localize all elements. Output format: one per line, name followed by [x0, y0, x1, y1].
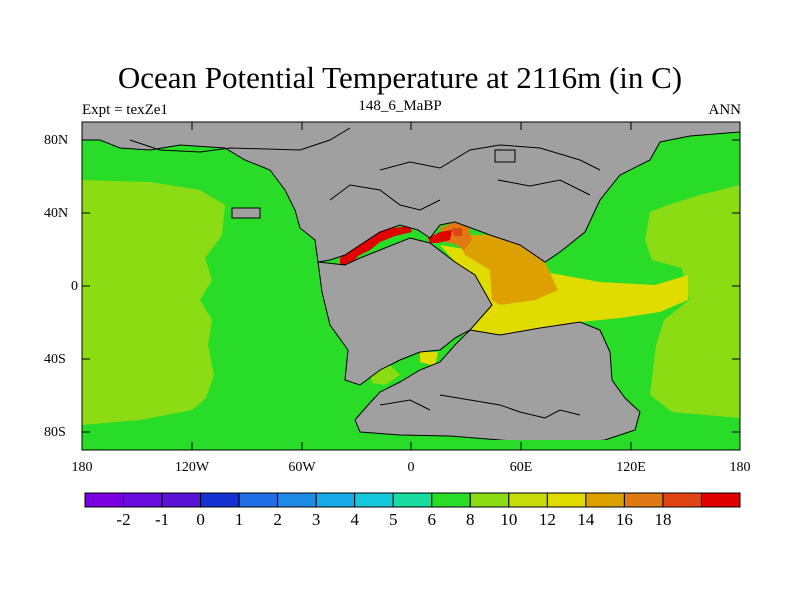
season-label: ANN [708, 102, 742, 118]
colorbar-label: 5 [388, 510, 398, 529]
lat-label-40s: 40S [44, 352, 66, 367]
colorbar-swatch [354, 492, 394, 508]
lon-label-180w: 180 [71, 460, 93, 475]
colorbar-swatch [662, 492, 702, 508]
lat-label-0: 0 [71, 279, 78, 294]
colorbar-label: -2 [116, 510, 131, 529]
colorbar [84, 492, 741, 508]
island-central-america [231, 207, 261, 219]
southern-warm-patch [420, 352, 438, 366]
coastline-details [129, 127, 601, 419]
colorbar-swatch [238, 492, 279, 508]
colorbar-label: 2 [273, 510, 282, 529]
colorbar-swatch [546, 492, 587, 508]
colorbar-swatch [200, 492, 240, 508]
colorbar-swatch [123, 492, 163, 508]
colorbar-swatch [469, 492, 510, 508]
map-title: Ocean Potential Temperature at 2116m (in… [117, 60, 683, 95]
pacific-warm-region [82, 180, 225, 425]
lon-label-120e: 120E [616, 460, 646, 475]
island-north [494, 149, 516, 163]
tethys-16-18-patch [452, 228, 462, 236]
colorbar-label: 14 [577, 510, 595, 529]
tethys-14-region [455, 235, 558, 305]
lat-label-40n: 40N [44, 206, 69, 221]
colorbar-swatch [84, 492, 125, 508]
lon-label-60e: 60E [509, 460, 533, 475]
colorbar-label: 6 [427, 510, 437, 529]
experiment-label: Expt = texZe1 [82, 102, 168, 118]
northern-continents [82, 122, 740, 263]
colorbar-label: 1 [234, 510, 244, 529]
map-ticks [81, 122, 741, 450]
colorbar-swatch [392, 492, 433, 508]
colorbar-label: 10 [500, 510, 518, 529]
colorbar-label: 16 [615, 510, 633, 529]
colorbar-label: 4 [350, 510, 359, 529]
colorbar-swatch [315, 492, 356, 508]
land-masks [82, 122, 740, 446]
colorbar-label: 12 [538, 510, 556, 529]
lon-label-180e: 180 [729, 460, 751, 475]
lon-label-60w: 60W [288, 460, 316, 475]
colorbar-swatch [277, 492, 317, 508]
period-label: 148_6_MaBP [358, 98, 442, 114]
colorbar-swatch [585, 492, 625, 508]
mediterranean-outflow-hot [340, 226, 412, 266]
colorbar-label: -1 [154, 510, 170, 529]
colorbar-label: 8 [466, 510, 475, 529]
colorbar-label: 3 [311, 510, 321, 529]
lon-label-0: 0 [407, 460, 415, 475]
tethys-hot-core [428, 230, 452, 243]
colorbar-label: 0 [196, 510, 205, 529]
lat-label-80n: 80N [44, 133, 69, 148]
lon-label-120w: 120W [174, 460, 210, 475]
west-pacific-warm-region [645, 185, 740, 418]
colorbar-label: 18 [654, 510, 672, 529]
colorbar-swatch [623, 492, 664, 508]
africa-south-america-block [317, 237, 493, 386]
lat-label-80s: 80S [44, 425, 66, 440]
colorbar-swatch [431, 492, 471, 508]
map-plot-area [82, 122, 740, 450]
colorbar-swatch [508, 492, 548, 508]
colorbar-swatch [161, 492, 202, 508]
colorbar-swatch [700, 492, 741, 508]
